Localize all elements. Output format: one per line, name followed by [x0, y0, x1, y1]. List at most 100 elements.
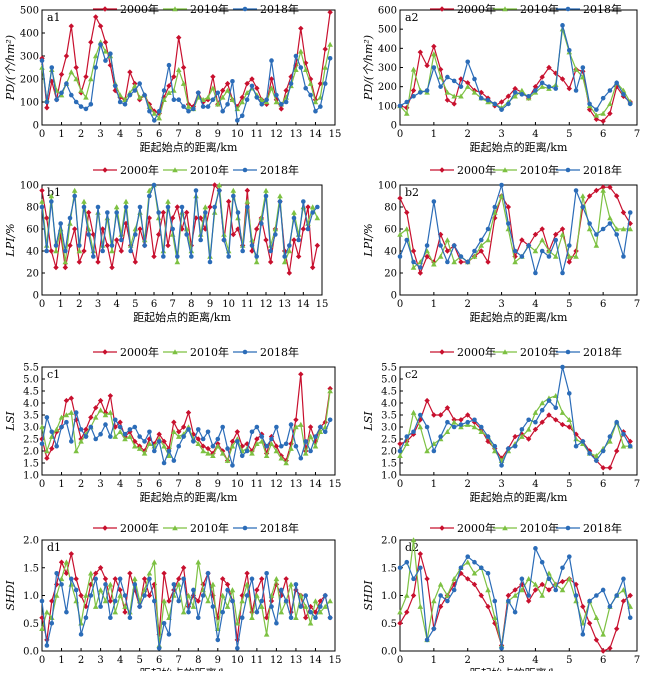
data-point [607, 215, 613, 221]
data-point [98, 431, 103, 437]
data-point [88, 593, 94, 598]
data-point [195, 436, 201, 442]
data-point [200, 96, 206, 102]
data-point [180, 64, 187, 71]
data-point [627, 220, 633, 227]
data-point [202, 204, 209, 210]
data-point [263, 615, 270, 621]
x-tick-label: 7 [634, 479, 640, 490]
data-point [215, 101, 221, 107]
data-point [147, 193, 152, 199]
data-point [62, 259, 69, 265]
data-point [506, 598, 511, 604]
data-point [215, 615, 221, 621]
y-tick-label: 3.5 [23, 411, 39, 422]
y-tick-label: 1.0 [23, 591, 39, 602]
plot-frame [41, 366, 336, 476]
data-point [90, 231, 97, 238]
legend-label: 2010年 [520, 2, 559, 16]
data-point [444, 405, 451, 411]
data-point [478, 424, 484, 430]
data-point [128, 248, 133, 254]
data-point [141, 450, 148, 456]
data-point [437, 66, 444, 73]
data-point [234, 620, 241, 626]
data-point [559, 578, 566, 585]
data-point [170, 226, 175, 232]
data-point [269, 604, 274, 609]
data-point [614, 80, 619, 86]
data-point [185, 592, 192, 598]
legend-marker [102, 525, 108, 531]
data-point [418, 90, 423, 95]
data-point [410, 592, 417, 599]
data-point [317, 598, 324, 604]
data-point [254, 95, 260, 100]
data-point [171, 97, 177, 102]
data-point [210, 74, 216, 80]
data-point [235, 645, 240, 651]
data-point [566, 417, 573, 423]
data-point [451, 419, 457, 425]
data-point [48, 193, 55, 199]
data-point [613, 626, 620, 632]
data-point [553, 70, 559, 76]
data-point [519, 433, 525, 439]
x-tick-label: 3 [95, 299, 101, 310]
data-point [607, 434, 613, 439]
x-tick-label: 4 [113, 299, 119, 310]
data-point [314, 215, 321, 221]
data-point [95, 259, 101, 265]
series-line [399, 29, 631, 117]
data-point [44, 248, 49, 254]
data-point [142, 243, 147, 248]
data-point [303, 439, 309, 444]
data-point [327, 598, 333, 604]
data-point [424, 424, 430, 430]
data-point [78, 427, 84, 432]
data-point [410, 409, 417, 415]
data-point [224, 87, 231, 93]
data-point [607, 221, 613, 226]
data-point [117, 587, 123, 593]
x-axis-label: 距起始点的距离/km [140, 140, 238, 154]
data-point [318, 424, 323, 430]
data-point [519, 576, 525, 582]
y-axis-label: PD/(个/hm²) [4, 35, 17, 101]
data-point [137, 226, 143, 232]
data-point [132, 88, 138, 93]
data-point [546, 64, 552, 71]
x-tick-label: 6 [600, 129, 606, 140]
data-point [458, 417, 464, 423]
data-point [451, 576, 457, 582]
data-point [485, 237, 491, 243]
legend: 2000年 2010年 2018年 [93, 2, 299, 16]
data-point [249, 576, 255, 582]
data-point [532, 581, 539, 587]
x-tick-label: 14 [309, 129, 322, 140]
data-point [614, 419, 619, 425]
data-point [293, 67, 299, 73]
data-point [478, 592, 484, 599]
data-point [444, 592, 451, 598]
data-point [68, 69, 75, 75]
data-point [244, 581, 250, 587]
data-point [100, 248, 105, 254]
data-point [83, 106, 89, 112]
data-point [512, 90, 518, 95]
series-line [41, 374, 331, 463]
data-point [539, 74, 545, 80]
data-point [179, 226, 185, 232]
legend-marker [102, 167, 108, 173]
legend: 2000年 2010年 2018年 [430, 163, 622, 177]
data-point [397, 195, 403, 201]
data-point [318, 604, 323, 609]
x-tick-label: 8 [195, 479, 201, 490]
data-point [607, 88, 613, 93]
data-point [532, 231, 539, 238]
data-point [431, 626, 437, 632]
data-point [258, 438, 265, 444]
data-point [156, 108, 162, 114]
data-point [287, 243, 292, 248]
data-point [458, 565, 464, 571]
